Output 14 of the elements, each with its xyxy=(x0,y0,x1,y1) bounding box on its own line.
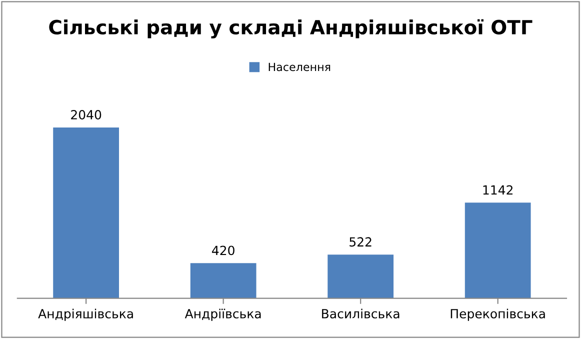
bar xyxy=(464,202,531,298)
x-tick-label: Перекопівська xyxy=(450,308,545,321)
x-tick-label: Андріївська xyxy=(184,308,261,321)
chart-title: Сільські ради у складі Андріяшівської ОТГ xyxy=(49,19,532,38)
data-label: 1142 xyxy=(483,185,512,195)
bar xyxy=(53,127,120,298)
bar xyxy=(190,263,256,298)
data-label: 522 xyxy=(350,237,372,247)
data-label: 2040 xyxy=(71,110,102,120)
data-label: 420 xyxy=(212,246,234,256)
x-tick-label: Андріяшівська xyxy=(38,308,133,321)
bar xyxy=(328,254,394,298)
legend-label: Населення xyxy=(268,62,330,72)
x-tick-label: Василівська xyxy=(322,308,400,318)
